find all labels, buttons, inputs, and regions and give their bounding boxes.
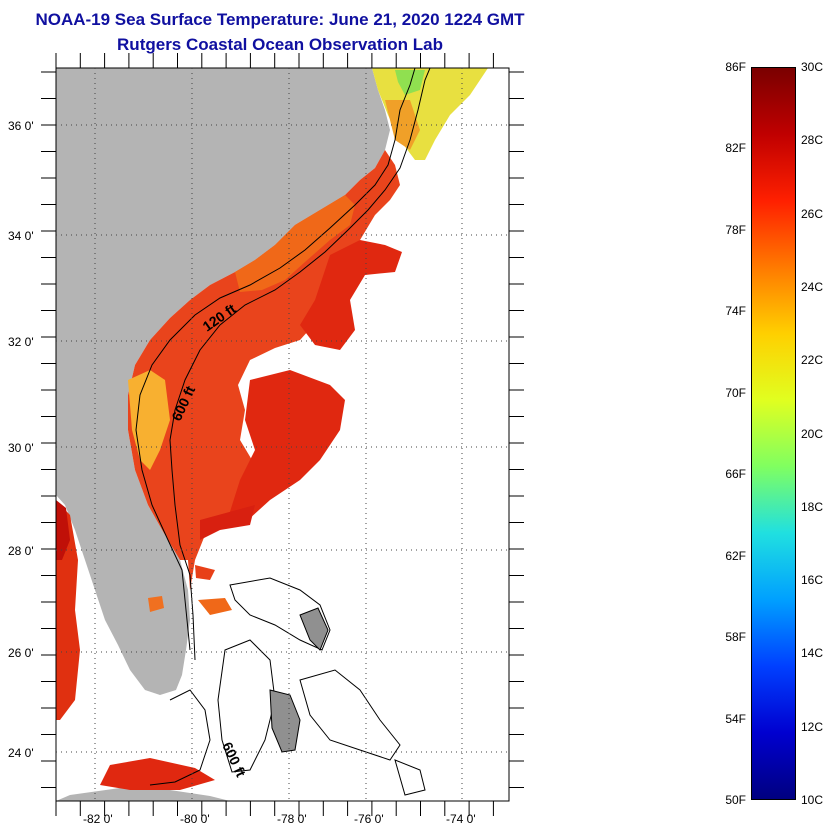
- contour-120ft: [135, 68, 416, 651]
- lat-tick-label: 28 0': [8, 544, 34, 558]
- colorbar-f-tick: 62F: [725, 548, 746, 563]
- sst-north-orange: [385, 100, 420, 150]
- colorbar-f-tick: 78F: [725, 222, 746, 237]
- colorbar-f-tick: 70F: [725, 385, 746, 400]
- lon-tick-label: -76 0': [354, 812, 384, 826]
- land-bahamas: [217, 639, 276, 773]
- colorbar-c-tick: 22C: [801, 353, 824, 368]
- sst-offshore-patch: [300, 240, 402, 350]
- land-bahamas: [229, 577, 331, 651]
- land-bahamas: [394, 759, 426, 796]
- lat-tick-label: 34 0': [8, 229, 34, 243]
- colorbar-c-tick: 30C: [801, 60, 824, 74]
- colorbar-f-tick: 74F: [725, 304, 746, 319]
- colorbar-c-tick: 12C: [801, 719, 824, 734]
- colorbar-f-tick: 82F: [725, 141, 746, 156]
- colorbar-f-tick: 86F: [725, 60, 746, 74]
- lon-tick-label: -74 0': [446, 812, 476, 826]
- colorbar-c-tick: 18C: [801, 499, 824, 514]
- lon-tick-label: -78 0': [277, 812, 307, 826]
- sst-bahamas-patch: [195, 565, 215, 580]
- graticule: [56, 68, 509, 801]
- land-bahamas: [269, 689, 301, 753]
- colorbar-c-tick: 20C: [801, 426, 824, 441]
- colorbar-c-tick: 14C: [801, 646, 824, 661]
- lat-axis: 36 0' 34 0' 32 0' 30 0' 28 0' 26 0' 24 0…: [8, 119, 34, 760]
- colorbar-c-tick: 10C: [801, 793, 824, 807]
- land-keys: [56, 788, 230, 801]
- lon-tick-label: -80 0': [180, 812, 210, 826]
- lat-tick-label: 24 0': [8, 746, 34, 760]
- map-subtitle: Rutgers Coastal Ocean Observation Lab: [117, 35, 443, 54]
- land-bahamas: [299, 669, 401, 761]
- sst-gulf-hot: [56, 500, 70, 560]
- colorbar-f-tick: 66F: [725, 467, 746, 482]
- sst-florida-lake: [148, 596, 164, 612]
- colorbar-c-tick: 24C: [801, 279, 824, 294]
- colorbar-c-tick: 16C: [801, 573, 824, 588]
- map-title: NOAA-19 Sea Surface Temperature: June 21…: [35, 10, 525, 29]
- contour-label: 600 ft: [219, 740, 249, 780]
- lat-tick-label: 30 0': [8, 441, 34, 455]
- colorbar-c-tick: 26C: [801, 206, 824, 221]
- lon-axis: -82 0' -80 0' -78 0' -76 0' -74 0': [83, 812, 476, 826]
- colorbar-f-tick: 50F: [725, 793, 746, 807]
- land-mainland: [56, 68, 390, 695]
- colorbar-c-tick: 28C: [801, 133, 824, 148]
- lat-tick-label: 26 0': [8, 646, 34, 660]
- contour-600ft: [169, 68, 431, 661]
- sst-offshore-patch: [200, 505, 255, 540]
- sst-north-green: [395, 70, 425, 95]
- lat-tick-label: 32 0': [8, 335, 34, 349]
- lat-tick-label: 36 0': [8, 119, 34, 133]
- sst-keys-patch: [100, 758, 215, 790]
- colorbar-f-tick: 54F: [725, 711, 746, 726]
- sst-offshore-patch: [228, 370, 345, 520]
- temperature-colorbar: [751, 67, 796, 800]
- land-bahamas: [299, 607, 329, 651]
- sst-carolina-patch: [235, 195, 355, 292]
- colorbar-f-tick: 58F: [725, 630, 746, 645]
- tick-marks: [41, 53, 524, 816]
- contour-florida-keys: [149, 689, 211, 786]
- map-frame: [55, 67, 510, 802]
- sst-bahamas-patch: [198, 598, 232, 615]
- lon-tick-label: -82 0': [83, 812, 113, 826]
